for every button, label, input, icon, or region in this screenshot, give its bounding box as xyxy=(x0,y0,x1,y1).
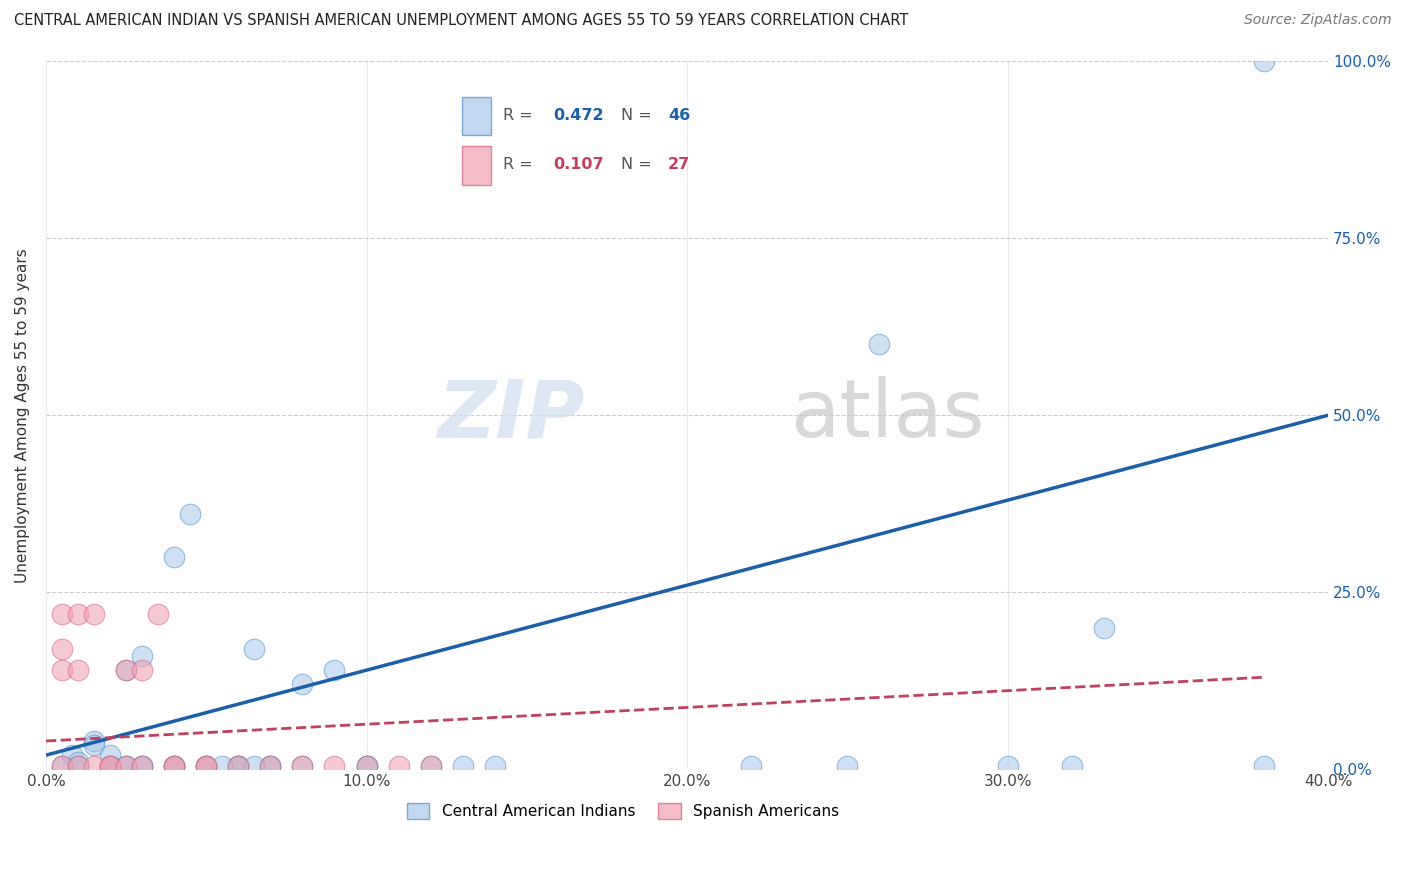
Point xyxy=(226,758,249,772)
Point xyxy=(51,758,73,772)
Point xyxy=(419,758,441,772)
Point xyxy=(1060,758,1083,772)
Point xyxy=(98,758,121,772)
Point xyxy=(146,607,169,621)
Point xyxy=(259,758,281,772)
Point xyxy=(1253,54,1275,69)
Point xyxy=(356,758,378,772)
Point xyxy=(451,758,474,772)
Point xyxy=(83,738,105,752)
Point xyxy=(195,758,218,772)
Point xyxy=(98,748,121,763)
Point xyxy=(291,758,314,772)
Point xyxy=(98,758,121,772)
Point xyxy=(98,758,121,772)
Point xyxy=(291,677,314,691)
Point xyxy=(1253,758,1275,772)
Point xyxy=(740,758,762,772)
Point xyxy=(115,758,138,772)
Y-axis label: Unemployment Among Ages 55 to 59 years: Unemployment Among Ages 55 to 59 years xyxy=(15,248,30,582)
Text: Source: ZipAtlas.com: Source: ZipAtlas.com xyxy=(1244,13,1392,28)
Point xyxy=(131,648,153,663)
Point xyxy=(387,758,409,772)
Point xyxy=(195,758,218,772)
Point xyxy=(98,758,121,772)
Point xyxy=(195,758,218,772)
Point xyxy=(66,758,89,772)
Point xyxy=(163,549,186,564)
Point xyxy=(66,756,89,770)
Point xyxy=(837,758,859,772)
Point xyxy=(51,607,73,621)
Point xyxy=(115,758,138,772)
Point xyxy=(179,508,201,522)
Point xyxy=(291,758,314,772)
Point xyxy=(356,758,378,772)
Point xyxy=(163,758,186,772)
Point xyxy=(323,758,346,772)
Point xyxy=(131,758,153,772)
Point xyxy=(163,758,186,772)
Point xyxy=(243,758,266,772)
Point xyxy=(66,758,89,772)
Point xyxy=(163,758,186,772)
Point xyxy=(226,758,249,772)
Point xyxy=(259,758,281,772)
Point xyxy=(323,663,346,677)
Point xyxy=(115,758,138,772)
Point xyxy=(83,734,105,748)
Point xyxy=(243,641,266,656)
Point xyxy=(115,663,138,677)
Point xyxy=(163,758,186,772)
Point xyxy=(51,641,73,656)
Point xyxy=(83,758,105,772)
Point xyxy=(356,758,378,772)
Point xyxy=(226,758,249,772)
Point xyxy=(60,748,83,763)
Legend: Central American Indians, Spanish Americans: Central American Indians, Spanish Americ… xyxy=(401,797,845,825)
Point xyxy=(98,758,121,772)
Point xyxy=(195,758,218,772)
Text: CENTRAL AMERICAN INDIAN VS SPANISH AMERICAN UNEMPLOYMENT AMONG AGES 55 TO 59 YEA: CENTRAL AMERICAN INDIAN VS SPANISH AMERI… xyxy=(14,13,908,29)
Point xyxy=(66,663,89,677)
Point xyxy=(259,758,281,772)
Point xyxy=(51,758,73,772)
Point xyxy=(226,758,249,772)
Point xyxy=(484,758,506,772)
Point xyxy=(66,607,89,621)
Point xyxy=(51,663,73,677)
Point xyxy=(131,663,153,677)
Text: atlas: atlas xyxy=(790,376,984,454)
Text: ZIP: ZIP xyxy=(437,376,585,454)
Point xyxy=(115,663,138,677)
Point xyxy=(997,758,1019,772)
Point xyxy=(131,758,153,772)
Point xyxy=(868,337,890,351)
Point xyxy=(419,758,441,772)
Point xyxy=(83,607,105,621)
Point xyxy=(1092,621,1115,635)
Point xyxy=(211,758,233,772)
Point xyxy=(131,758,153,772)
